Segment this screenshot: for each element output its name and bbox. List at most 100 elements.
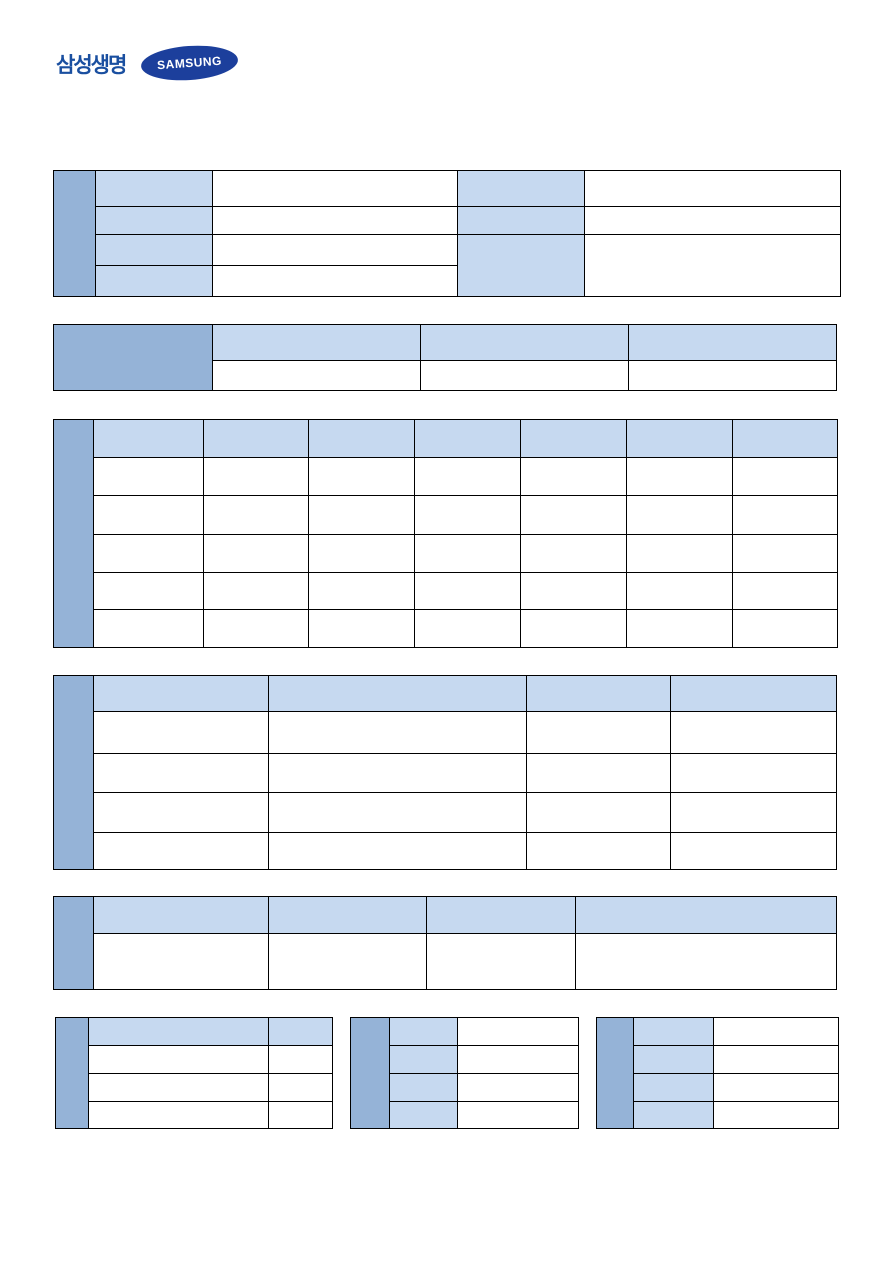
label-cell: [389, 1073, 458, 1102]
input-cell[interactable]: [457, 1045, 579, 1074]
samsung-logo-text: SAMSUNG: [156, 53, 223, 73]
input-cell[interactable]: [414, 534, 521, 573]
label-cell: [389, 1017, 458, 1046]
input-cell[interactable]: [520, 495, 627, 535]
input-cell[interactable]: [626, 572, 733, 610]
input-cell[interactable]: [457, 1073, 579, 1102]
label-cell: [633, 1073, 714, 1102]
input-cell[interactable]: [732, 495, 838, 535]
label-cell: [268, 896, 427, 934]
input-cell[interactable]: [93, 457, 204, 496]
input-cell[interactable]: [88, 1045, 269, 1074]
section-header-cell: [350, 1017, 390, 1129]
input-cell[interactable]: [414, 572, 521, 610]
input-cell[interactable]: [670, 792, 837, 833]
input-cell[interactable]: [520, 572, 627, 610]
input-cell[interactable]: [628, 360, 837, 391]
input-cell[interactable]: [626, 457, 733, 496]
input-cell[interactable]: [414, 495, 521, 535]
input-cell[interactable]: [212, 234, 458, 266]
input-cell[interactable]: [457, 1017, 579, 1046]
label-cell: [457, 206, 585, 235]
input-cell[interactable]: [584, 170, 841, 207]
input-cell[interactable]: [670, 753, 837, 793]
input-cell[interactable]: [526, 753, 671, 793]
input-cell[interactable]: [203, 457, 309, 496]
label-cell: [420, 324, 629, 361]
section-header-cell: [53, 896, 94, 990]
section-header-cell: [53, 675, 94, 870]
input-cell[interactable]: [526, 792, 671, 833]
label-cell: [633, 1017, 714, 1046]
input-cell[interactable]: [93, 933, 269, 990]
input-cell[interactable]: [575, 933, 837, 990]
input-cell[interactable]: [93, 711, 269, 754]
input-cell[interactable]: [308, 534, 415, 573]
input-cell[interactable]: [268, 1101, 333, 1129]
input-cell[interactable]: [203, 495, 309, 535]
input-cell[interactable]: [308, 609, 415, 648]
input-cell[interactable]: [670, 832, 837, 870]
input-cell[interactable]: [88, 1101, 269, 1129]
input-cell[interactable]: [268, 753, 527, 793]
label-cell: [670, 675, 837, 712]
input-cell[interactable]: [203, 609, 309, 648]
input-cell[interactable]: [268, 832, 527, 870]
input-cell[interactable]: [203, 534, 309, 573]
input-cell[interactable]: [732, 457, 838, 496]
input-cell[interactable]: [414, 609, 521, 648]
input-cell[interactable]: [584, 234, 841, 297]
label-cell: [95, 265, 213, 297]
input-cell[interactable]: [526, 832, 671, 870]
input-cell[interactable]: [203, 572, 309, 610]
input-cell[interactable]: [520, 609, 627, 648]
input-cell[interactable]: [93, 495, 204, 535]
input-cell[interactable]: [308, 495, 415, 535]
input-cell[interactable]: [670, 711, 837, 754]
label-cell: [95, 234, 213, 266]
input-cell[interactable]: [584, 206, 841, 235]
input-cell[interactable]: [268, 711, 527, 754]
input-cell[interactable]: [713, 1045, 839, 1074]
input-cell[interactable]: [732, 572, 838, 610]
input-cell[interactable]: [93, 792, 269, 833]
input-cell[interactable]: [626, 534, 733, 573]
input-cell[interactable]: [520, 457, 627, 496]
input-cell[interactable]: [268, 1073, 333, 1102]
input-cell[interactable]: [268, 933, 427, 990]
input-cell[interactable]: [520, 534, 627, 573]
input-cell[interactable]: [212, 265, 458, 297]
label-cell: [732, 419, 838, 458]
section-header-cell: [53, 419, 94, 648]
input-cell[interactable]: [426, 933, 576, 990]
input-cell[interactable]: [732, 534, 838, 573]
input-cell[interactable]: [713, 1101, 839, 1129]
label-cell: [626, 419, 733, 458]
input-cell[interactable]: [732, 609, 838, 648]
input-cell[interactable]: [93, 753, 269, 793]
input-cell[interactable]: [626, 495, 733, 535]
input-cell[interactable]: [713, 1017, 839, 1046]
input-cell[interactable]: [212, 206, 458, 235]
label-cell: [93, 419, 204, 458]
input-cell[interactable]: [526, 711, 671, 754]
samsung-logo: SAMSUNG: [139, 42, 240, 84]
input-cell[interactable]: [88, 1073, 269, 1102]
input-cell[interactable]: [414, 457, 521, 496]
input-cell[interactable]: [420, 360, 629, 391]
input-cell[interactable]: [268, 1045, 333, 1074]
samsung-life-logo: 삼성생명: [56, 53, 127, 77]
section-header-cell: [53, 170, 96, 297]
input-cell[interactable]: [457, 1101, 579, 1129]
input-cell[interactable]: [268, 792, 527, 833]
input-cell[interactable]: [93, 832, 269, 870]
input-cell[interactable]: [212, 360, 421, 391]
input-cell[interactable]: [93, 572, 204, 610]
input-cell[interactable]: [93, 534, 204, 573]
input-cell[interactable]: [626, 609, 733, 648]
input-cell[interactable]: [713, 1073, 839, 1102]
input-cell[interactable]: [308, 457, 415, 496]
input-cell[interactable]: [308, 572, 415, 610]
input-cell[interactable]: [93, 609, 204, 648]
input-cell[interactable]: [212, 170, 458, 207]
